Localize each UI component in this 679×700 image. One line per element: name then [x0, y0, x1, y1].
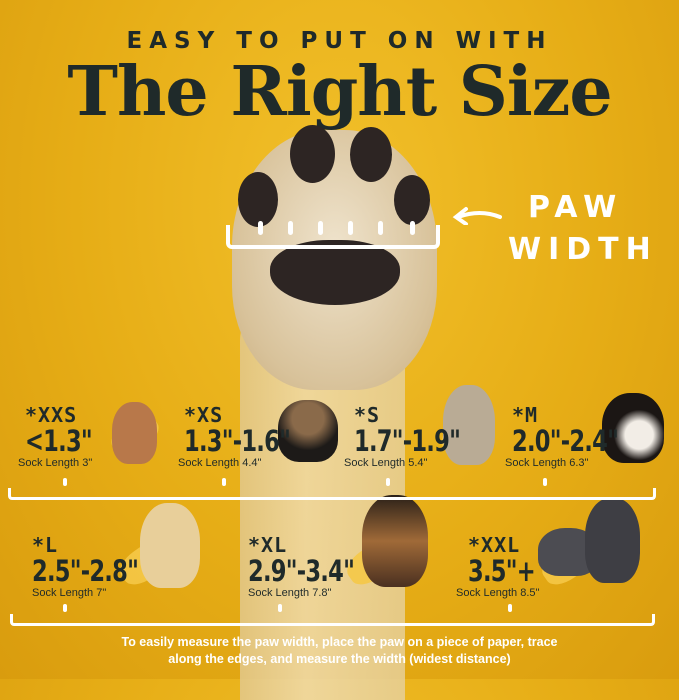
dog-image-chihuahua — [112, 402, 157, 464]
sock-length: Sock Length 5.4" — [344, 457, 428, 469]
scale-tick — [386, 478, 390, 486]
size-range: 2.9"-3.4" — [248, 554, 355, 588]
size-label: *XL — [248, 533, 288, 557]
size-scale-row1 — [8, 478, 656, 500]
sock-length: Sock Length 3" — [18, 457, 93, 469]
size-range: 1.3"-1.6" — [184, 424, 291, 458]
bracket-tick — [258, 221, 263, 235]
size-scale-row2 — [10, 604, 655, 626]
size-label: *XXS — [25, 403, 78, 427]
dog-image-great-dane-head — [585, 498, 640, 583]
toe-pad — [350, 127, 392, 182]
bracket-tick — [288, 221, 293, 235]
bracket-tick — [318, 221, 323, 235]
scale-tick — [278, 604, 282, 612]
toe-pad — [238, 172, 278, 227]
size-range: 2.5"-2.8" — [32, 554, 139, 588]
size-xxs: *XXS <1.3" Sock Length 3" — [18, 403, 111, 470]
dog-image-french-bulldog — [443, 385, 495, 465]
size-label: *M — [512, 403, 539, 427]
instructions-line: along the edges, and measure the width (… — [168, 652, 511, 666]
size-range: 3.5"+ — [468, 554, 536, 588]
size-label: *XXL — [468, 533, 521, 557]
size-range: 1.7"-1.9" — [354, 424, 461, 458]
sock-length: Sock Length 6.3" — [505, 457, 589, 469]
bracket-tick — [410, 221, 415, 235]
size-label: *S — [354, 403, 381, 427]
scale-tick — [508, 604, 512, 612]
size-xs: *XS 1.3"-1.6" Sock Length 4.4" — [178, 403, 320, 470]
dog-image-yorkshire-terrier — [278, 400, 338, 462]
paw-width-bracket — [226, 221, 440, 249]
dog-image-german-shepherd — [362, 495, 428, 587]
scale-tick — [63, 604, 67, 612]
sock-length: Sock Length 7.8" — [248, 587, 332, 599]
paw-label: PAW — [528, 190, 624, 225]
measurement-instructions: To easily measure the paw width, place t… — [0, 634, 679, 668]
sock-length: Sock Length 8.5" — [456, 587, 540, 599]
subtitle: EASY TO PUT ON WITH — [126, 28, 553, 54]
bracket-tick — [378, 221, 383, 235]
size-xxl: *XXL 3.5"+ Sock Length 8.5" — [456, 533, 554, 600]
scale-tick — [222, 478, 226, 486]
arrow-left-icon — [452, 207, 502, 225]
size-range: <1.3" — [25, 424, 93, 458]
bracket-tick — [348, 221, 353, 235]
sock-length: Sock Length 7" — [32, 587, 107, 599]
main-pad — [270, 240, 400, 305]
size-l: *L 2.5"-2.8" Sock Length 7" — [32, 535, 168, 600]
scale-tick — [63, 478, 67, 486]
toe-pad — [290, 125, 335, 183]
dog-image-bernese-mountain-dog — [602, 393, 664, 463]
width-label: WIDTH — [508, 232, 658, 267]
size-s: *S 1.7"-1.9" Sock Length 5.4" — [344, 403, 490, 470]
toe-pad — [394, 175, 430, 225]
size-m: *M 2.0"-2.4" Sock Length 6.3" — [505, 403, 648, 470]
scale-tick — [543, 478, 547, 486]
instructions-line: To easily measure the paw width, place t… — [121, 635, 558, 649]
sock-length: Sock Length 4.4" — [178, 457, 262, 469]
size-range: 2.0"-2.4" — [512, 424, 619, 458]
size-label: *L — [32, 533, 59, 557]
page-title: The Right Size — [67, 52, 612, 132]
size-xl: *XL 2.9"-3.4" Sock Length 7.8" — [248, 535, 384, 600]
size-label: *XS — [184, 403, 224, 427]
paw-image — [232, 125, 437, 390]
dog-image-golden-retriever — [140, 503, 200, 588]
